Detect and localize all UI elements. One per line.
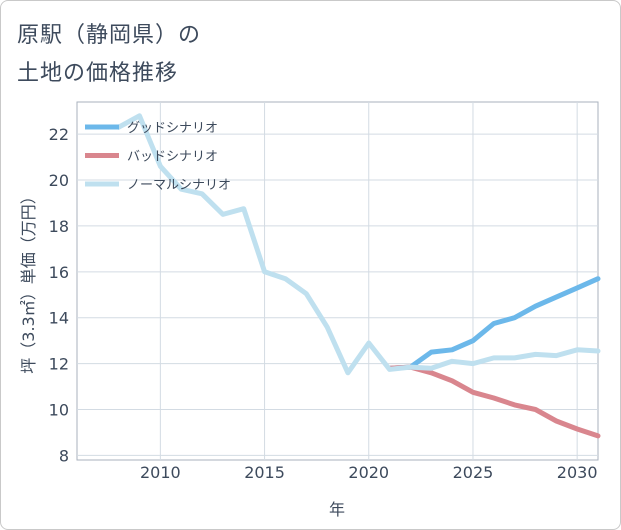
- legend-label-0: グッドシナリオ: [127, 121, 218, 136]
- y-axis-title: 坪（3.3㎡）単価（万円）: [19, 188, 38, 373]
- y-tick-label-12: 12: [49, 355, 69, 374]
- tick-labels: 2010 2015 2020 2025 2030 8 10 12 14 16 18 20 22: [49, 125, 598, 482]
- x-tick-label-2010: 2010: [140, 463, 181, 482]
- chart-title-line-2: 土地の価格推移: [17, 61, 179, 86]
- y-tick-label-16: 16: [49, 263, 69, 282]
- y-tick-label-14: 14: [49, 309, 69, 328]
- y-tick-label-22: 22: [49, 125, 69, 144]
- series-line-0: [387, 276, 601, 371]
- grid-lines: [77, 102, 598, 460]
- plot-area: [76, 101, 599, 461]
- x-axis-title: 年: [329, 500, 345, 519]
- legend-label-1: バッドシナリオ: [127, 150, 218, 165]
- x-tick-label-2020: 2020: [348, 463, 389, 482]
- x-tick-label-2025: 2025: [453, 463, 494, 482]
- legend-label-2: ノーマルシナリオ: [127, 178, 231, 193]
- series-lines: [116, 113, 601, 439]
- x-tick-label-2015: 2015: [244, 463, 285, 482]
- chart-title-line-1: 原駅（静岡県）の: [17, 23, 202, 48]
- y-tick-label-8: 8: [59, 446, 69, 465]
- y-tick-label-10: 10: [49, 401, 69, 420]
- series-line-2: [116, 113, 601, 376]
- x-tick-label-2030: 2030: [557, 463, 598, 482]
- y-tick-label-20: 20: [49, 171, 69, 190]
- series-line-1: [387, 364, 601, 439]
- y-tick-label-18: 18: [49, 217, 69, 236]
